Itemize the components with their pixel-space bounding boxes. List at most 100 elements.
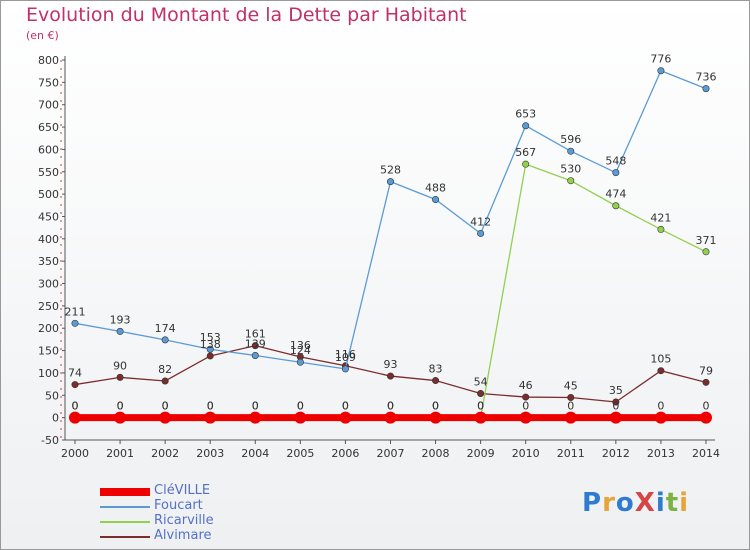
data-point [657,67,665,75]
y-tick-label: -50 [41,434,59,447]
data-label: 174 [155,322,176,335]
data-point [612,202,620,210]
data-label: 0 [117,400,124,413]
data-label: 0 [657,400,664,413]
data-point [702,85,710,93]
data-label: 0 [612,400,619,413]
data-point [384,411,397,424]
legend-label: Alvimare [154,528,212,543]
data-label: 596 [560,133,581,146]
data-point [474,411,487,424]
data-point [341,365,349,373]
data-label: 0 [207,400,214,413]
y-tick-label: 450 [38,210,59,223]
data-point [432,195,440,203]
x-tick-label: 2014 [692,447,720,460]
y-tick-label: 750 [38,76,59,89]
data-point [296,358,304,366]
y-tick-label: 600 [38,143,59,156]
data-point [567,147,575,155]
data-label: 138 [200,338,221,351]
data-point [71,319,79,327]
data-label: 488 [425,181,446,194]
data-label: 474 [605,188,626,201]
data-point [114,411,127,424]
data-label: 0 [207,400,214,413]
data-point [522,122,530,130]
data-point [161,336,169,344]
data-label: 412 [470,215,491,228]
data-point [654,411,667,424]
data-label: 90 [113,359,127,372]
x-tick-label: 2005 [286,447,314,460]
data-label: 0 [162,400,169,413]
y-tick-label: 150 [38,345,59,358]
data-label: 0 [72,400,79,413]
x-tick-label: 2001 [106,447,134,460]
data-label: 0 [702,400,709,413]
data-point [657,225,665,233]
data-label: 0 [297,400,304,413]
data-label: 0 [477,400,484,413]
data-point [519,411,532,424]
proxiti-logo: ProXiti [582,488,690,518]
data-point [609,411,622,424]
data-point [567,177,575,185]
y-tick-label: 500 [38,188,59,201]
y-tick-label: 100 [38,367,59,380]
x-tick-label: 2003 [196,447,224,460]
data-point [564,411,577,424]
data-point [477,390,485,398]
data-point [386,178,394,186]
data-point [702,378,710,386]
data-point [249,411,262,424]
y-tick-label: 650 [38,121,59,134]
legend-label: Foucart [154,498,203,513]
data-point [71,381,79,389]
data-label: 0 [432,400,439,413]
data-label: 528 [380,164,401,177]
data-point [612,398,620,406]
data-point [612,169,620,177]
data-label: 567 [515,146,536,159]
data-label: 83 [429,363,443,376]
data-label: 0 [252,400,259,413]
data-point [702,248,710,256]
data-label: 0 [72,400,79,413]
data-label: 0 [432,400,439,413]
data-point [204,411,217,424]
series-line-ricarville [75,163,707,419]
data-label: 0 [387,400,394,413]
data-label: 93 [383,358,397,371]
data-label: 0 [252,400,259,413]
data-point [294,411,307,424]
chart-subtitle: (en €) [26,29,59,42]
data-point [699,411,712,424]
data-point [251,342,259,350]
data-point [386,372,394,380]
data-point [159,411,172,424]
data-label: 193 [110,313,131,326]
data-label: 105 [650,353,671,366]
legend-label: CléVILLE [154,483,211,498]
data-label: 0 [117,400,124,413]
data-point [116,327,124,335]
legend-swatch [100,536,150,538]
data-label: 530 [560,163,581,176]
chart-title: Evolution du Montant de la Dette par Hab… [26,4,467,26]
data-label: 109 [335,351,356,364]
x-tick-label: 2010 [512,447,540,460]
legend: CléVILLE Foucart Ricarville Alvimare [100,483,300,544]
legend-item: CléVILLE [100,483,300,499]
data-label: 421 [650,211,671,224]
x-tick-label: 2011 [557,447,585,460]
legend-item: Alvimare [100,528,300,544]
data-label: 0 [477,400,484,413]
data-point [567,394,575,402]
data-point [429,411,442,424]
data-point [432,377,440,385]
y-tick-label: 350 [38,255,59,268]
y-tick-label: 250 [38,300,59,313]
